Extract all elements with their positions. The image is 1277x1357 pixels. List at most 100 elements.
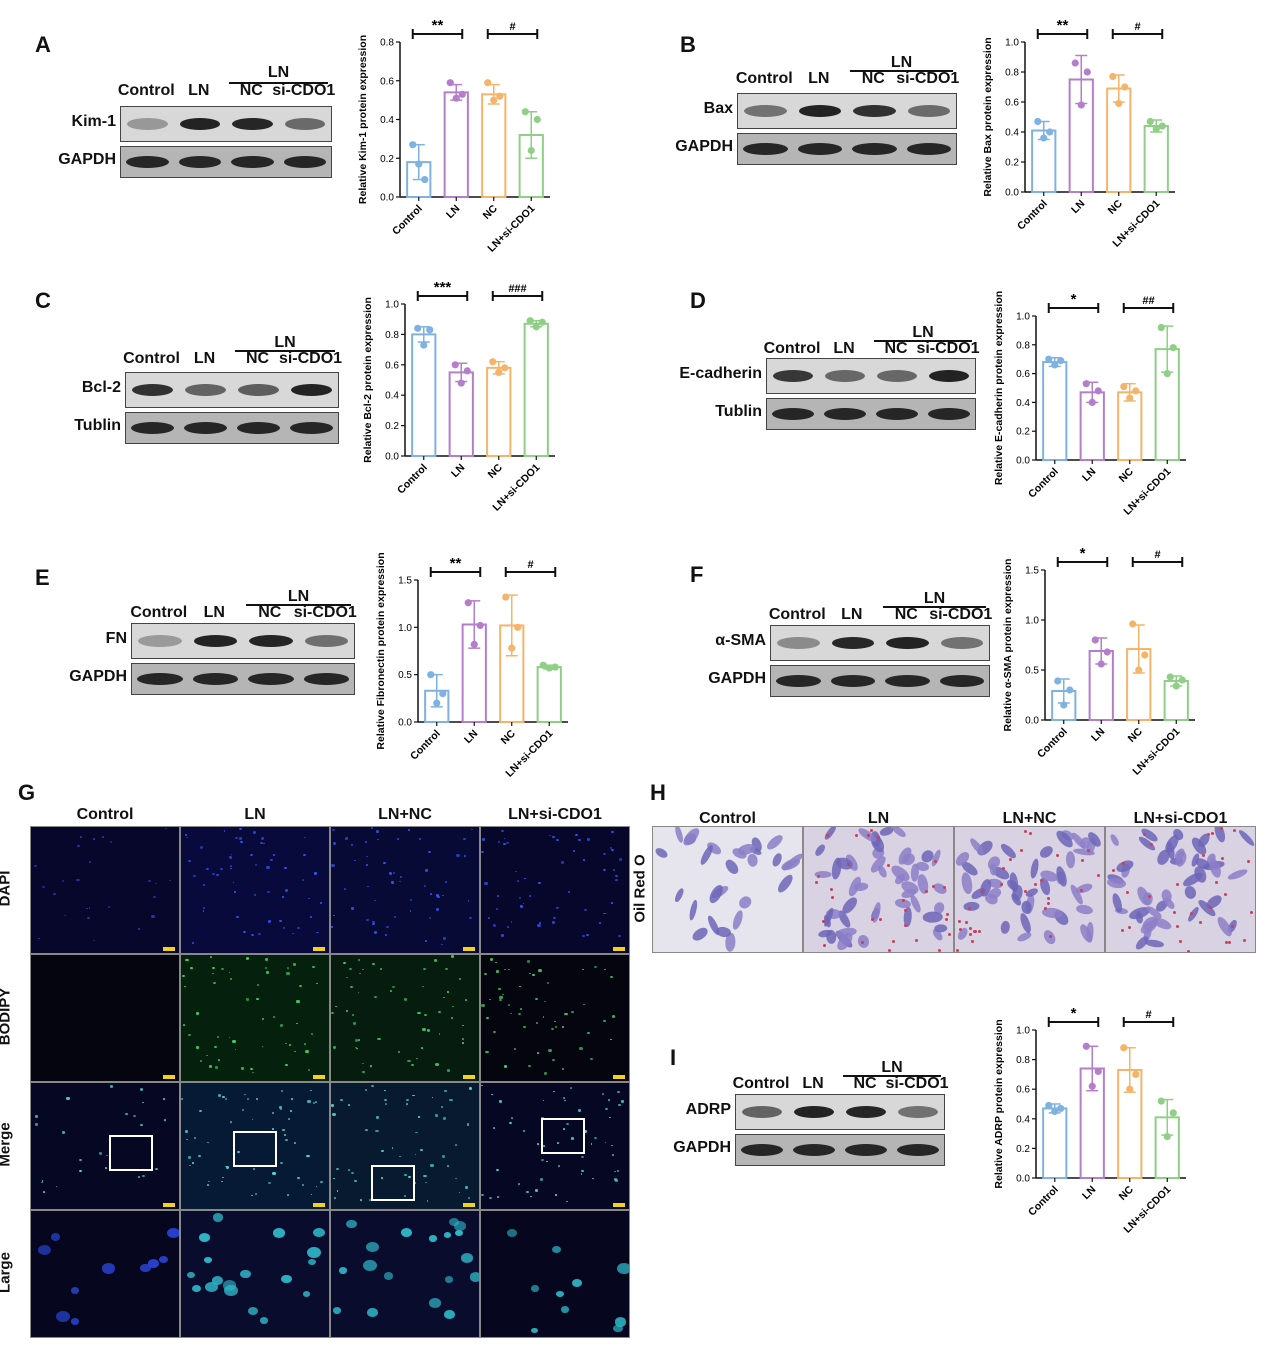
sig-label: **	[450, 555, 462, 572]
cell-dot	[335, 1005, 337, 1008]
cell-dot	[491, 1094, 493, 1096]
y-tick-label: 0.8	[1016, 340, 1030, 351]
blot-group-line	[246, 604, 351, 606]
cell-dot	[132, 1114, 136, 1118]
cell-dot	[552, 1058, 555, 1062]
blot-loading-label: GAPDH	[675, 138, 733, 155]
blot-band	[898, 1106, 938, 1118]
cell-dot	[212, 973, 214, 975]
cell-dot	[584, 908, 588, 911]
data-point	[514, 623, 522, 631]
cell-dot	[336, 1167, 340, 1171]
fluor-image-tile	[180, 826, 330, 954]
cell-dot	[66, 1097, 70, 1100]
cell-dot	[295, 1022, 299, 1025]
cell-dot	[562, 1128, 566, 1131]
cell-dot	[351, 907, 354, 910]
bar	[1042, 361, 1068, 461]
cell-dot	[594, 1137, 597, 1140]
cell-dot	[202, 910, 205, 912]
cell-dot	[371, 1085, 375, 1088]
data-point	[1157, 1097, 1165, 1105]
cell-dot	[286, 967, 289, 969]
lipid-droplet	[1219, 827, 1223, 831]
data-point	[1178, 676, 1186, 684]
bar	[1143, 125, 1169, 193]
cell-dot	[373, 995, 377, 998]
blot-band	[138, 635, 182, 647]
cell-dot	[428, 850, 432, 854]
cell-dot	[232, 882, 235, 884]
lipid-droplet	[959, 927, 963, 931]
cell-dot	[414, 1153, 417, 1156]
cell-dot	[571, 1279, 582, 1288]
cell-dot	[605, 1108, 609, 1111]
cell-dot	[392, 871, 396, 874]
cell-dot	[431, 1097, 434, 1099]
cell-dot	[561, 1068, 565, 1071]
data-point	[1082, 380, 1090, 388]
cell-dot	[441, 943, 443, 946]
lipid-droplet	[932, 884, 936, 888]
cell-dot	[272, 1016, 276, 1018]
cell-dot	[334, 1197, 337, 1200]
data-point	[1088, 1082, 1096, 1090]
lipid-droplet	[904, 908, 907, 912]
x-tick-label: NC	[1126, 725, 1146, 745]
cell-dot	[381, 1149, 385, 1153]
cell-dot	[468, 916, 472, 920]
blot-band	[777, 637, 820, 649]
cell-dot	[435, 1062, 439, 1066]
loading-band	[852, 143, 897, 155]
fluor-image-tile	[480, 1210, 630, 1338]
cell-dot	[185, 958, 189, 962]
cell-dot	[557, 1142, 560, 1145]
cell-dot	[279, 919, 282, 922]
lipid-droplet	[887, 863, 891, 867]
lipid-droplet	[1040, 878, 1044, 882]
cell-dot	[241, 1109, 244, 1111]
cell-dot	[516, 879, 520, 882]
cell-dot	[542, 1145, 546, 1148]
cell-dot	[511, 1117, 514, 1119]
cell-dot	[453, 1221, 467, 1232]
fluor-column-header: Control	[76, 806, 134, 823]
y-tick-label: 0.0	[380, 193, 394, 204]
cell-dot	[523, 1025, 527, 1029]
cell-dot	[603, 852, 607, 855]
sig-label: ##	[1142, 295, 1154, 307]
blot-lane-label: LN	[193, 350, 216, 367]
lipid-droplet	[891, 940, 895, 944]
cell-dot	[255, 1097, 259, 1100]
cell-dot	[553, 1090, 556, 1093]
fluor-column-header: LN+NC	[378, 806, 432, 823]
cell-dot	[582, 968, 584, 971]
cell-dot	[199, 1060, 203, 1063]
cell-dot	[287, 1117, 291, 1120]
cell-dot	[391, 1147, 394, 1149]
cell-dot	[423, 884, 427, 888]
y-tick-label: 0.6	[1016, 1085, 1030, 1096]
sig-label: ***	[434, 279, 452, 296]
y-tick-label: 0.6	[380, 76, 394, 87]
cell-dot	[459, 977, 462, 980]
bar-chart-a: 0.0 0.2 0.4 0.6 0.8 Relative Kim-1 protein ex…	[325, 12, 565, 287]
cell-dot	[361, 968, 364, 971]
cell-dot	[443, 996, 446, 998]
bar	[1117, 391, 1143, 461]
fluor-image-tile	[330, 1082, 480, 1210]
cell-dot	[204, 1257, 212, 1263]
cell-dot	[577, 838, 582, 842]
blot-loading-label: GAPDH	[708, 670, 766, 687]
cell-dot	[38, 1245, 51, 1256]
cell-dot	[141, 1174, 145, 1177]
data-point	[495, 368, 503, 376]
y-tick-label: 0.8	[1016, 1055, 1030, 1066]
cell-dot	[376, 839, 379, 841]
cell-dot	[79, 1169, 82, 1172]
cell-dot	[293, 1050, 296, 1053]
bar-chart-svg: 0.0 0.2 0.4 0.6 0.8 1.0 Relative E-cadherin pr…	[993, 291, 1186, 518]
cell-dot	[522, 1129, 526, 1132]
cell-dot	[520, 905, 524, 908]
cell-dot	[312, 1102, 315, 1104]
